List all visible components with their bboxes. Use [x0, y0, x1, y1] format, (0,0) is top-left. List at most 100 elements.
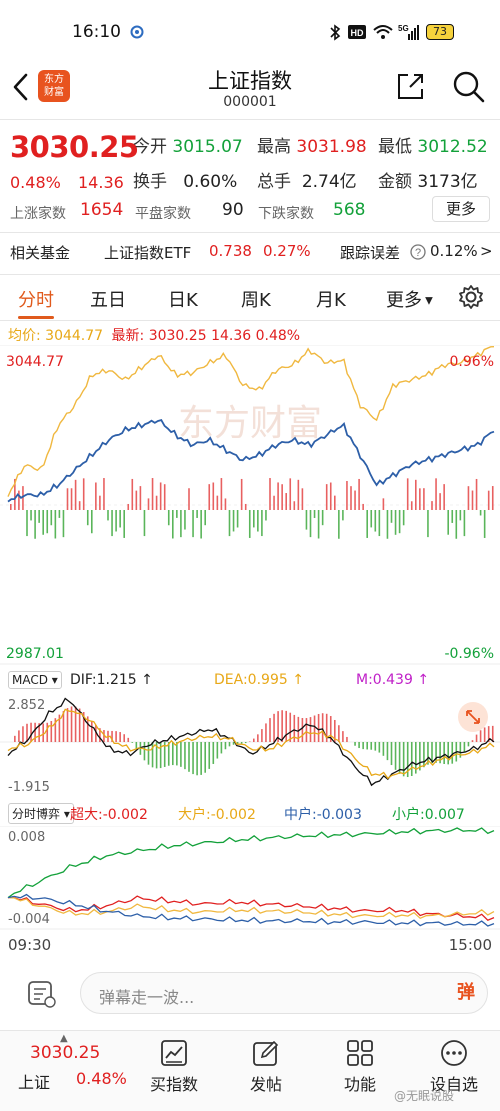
bottom-name[interactable]: 上证 [18, 1073, 51, 1092]
volume-bar [82, 478, 85, 510]
macd-bar [297, 716, 300, 742]
macd-bar [22, 726, 24, 742]
bluetooth-icon [330, 24, 341, 41]
macd-bar [30, 722, 32, 742]
amount-stat: 金额 3173亿 [378, 172, 478, 192]
add-watchlist-button[interactable]: 设自选 [414, 1031, 494, 1111]
macd-bar [354, 742, 356, 746]
tab-weekly-k[interactable]: 周K [241, 290, 271, 311]
wifi-icon [373, 25, 393, 39]
related-fund-label: 相关基金 [10, 244, 71, 262]
macd-bar [273, 713, 275, 742]
volume-bar [62, 510, 65, 538]
price-line [7, 419, 495, 503]
volume-stat: 总手 2.74亿 [257, 172, 357, 192]
search-icon[interactable] [452, 70, 486, 104]
battery-indicator: 73 [426, 24, 454, 40]
volume-bar [232, 510, 235, 532]
macd-bar [483, 727, 486, 742]
volume-bar [95, 482, 97, 510]
tab-intraday[interactable]: 分时 [18, 290, 54, 311]
macd-bar [427, 742, 429, 765]
volume-bar [50, 510, 53, 526]
tab-five-day[interactable]: 五日 [90, 290, 126, 311]
volume-bar [22, 486, 24, 510]
functions-button[interactable]: 功能 [320, 1031, 400, 1111]
danmu-input[interactable]: 弹幕走一波... 弹 [80, 972, 488, 1014]
back-icon[interactable] [10, 72, 32, 102]
intraday-chart[interactable]: 东方财富 [0, 345, 500, 665]
flat-count: 90 [222, 200, 244, 220]
volume-bar [366, 510, 368, 538]
svg-text:HD: HD [351, 28, 364, 38]
tab-monthly-k[interactable]: 月K [316, 290, 346, 311]
page-title: 上证指数 [208, 69, 292, 93]
macd-bar [143, 742, 146, 761]
app-logo: 东方 财富 [38, 70, 70, 102]
flat-count-label: 平盘家数 [135, 206, 191, 222]
expand-icon[interactable] [458, 702, 488, 732]
macd-bar [54, 718, 57, 742]
danmu-button[interactable]: 弹 [457, 982, 475, 1003]
tab-daily-k[interactable]: 日K [168, 290, 198, 311]
post-button[interactable]: 发帖 [226, 1031, 306, 1111]
volume-bar [91, 510, 93, 534]
buy-index-button[interactable]: 买指数 [134, 1031, 214, 1111]
volume-bar [208, 484, 211, 510]
down-count-label: 下跌家数 [258, 206, 314, 222]
volume-bar [204, 510, 206, 526]
help-icon[interactable]: ? [410, 244, 426, 260]
volume-bar [491, 486, 494, 510]
macd-selector[interactable]: MACD ▾ [8, 671, 62, 689]
status-bar: 16:10 HD 5G 73 [0, 0, 500, 62]
macd-bar [415, 742, 417, 774]
macd-bottom-value: -1.915 [8, 780, 50, 795]
flow-selector[interactable]: 分时博弈 ▾ [8, 803, 74, 824]
volume-bar [289, 478, 292, 510]
macd-bar [70, 706, 73, 742]
chevron-right-icon[interactable]: > [480, 242, 493, 260]
volume-bar [390, 510, 393, 523]
macd-bar [204, 742, 206, 773]
more-dots-icon [441, 1040, 467, 1066]
macd-chart [0, 697, 500, 787]
volume-bar [26, 510, 28, 537]
avg-price-line [7, 346, 495, 497]
volume-bar [402, 510, 405, 526]
tab-more[interactable]: 更多 ▼ [386, 290, 433, 311]
more-stats-button[interactable]: 更多 [432, 196, 490, 222]
macd-bar [18, 730, 20, 742]
change-value: 14.36 [78, 173, 124, 192]
settings-gear-icon[interactable] [458, 284, 484, 310]
down-count: 568 [333, 200, 366, 220]
volume-bar [46, 510, 49, 534]
volume-bar [200, 510, 202, 539]
header: 东方 财富 上证指数 000001 [0, 62, 500, 117]
volume-bar [224, 498, 227, 510]
collapse-icon[interactable]: ▲ [60, 1033, 68, 1044]
volume-bar [350, 486, 352, 510]
macd-bar [212, 742, 215, 764]
etf-name[interactable]: 上证指数ETF [104, 244, 192, 262]
flow-big: 大户:-0.002 [178, 807, 256, 823]
volume-bar [362, 503, 364, 510]
macd-bar [99, 728, 101, 742]
macd-bar [370, 742, 373, 750]
macd-bar [253, 738, 255, 742]
time-start: 09:30 [8, 936, 52, 954]
volume-bar [30, 510, 32, 521]
macd-bar [46, 722, 49, 742]
macd-m: M:0.439 ↑ [356, 672, 430, 688]
macd-bar [188, 742, 190, 772]
volume-bar [216, 495, 219, 510]
comment-toggle-icon[interactable] [26, 979, 58, 1009]
related-fund-row[interactable]: 相关基金 上证指数ETF 0.738 0.27% 跟踪误差 ? 0.12% > [0, 240, 500, 266]
share-icon[interactable] [396, 71, 426, 101]
tracking-error-value: 0.12% [430, 242, 478, 260]
macd-bar [390, 742, 393, 766]
macd-bar [26, 723, 28, 742]
macd-bar [78, 708, 81, 742]
volume-bar [74, 479, 77, 510]
axis-bottom-pct: -0.96% [444, 646, 494, 662]
flow-super: 超大:-0.002 [70, 807, 148, 823]
